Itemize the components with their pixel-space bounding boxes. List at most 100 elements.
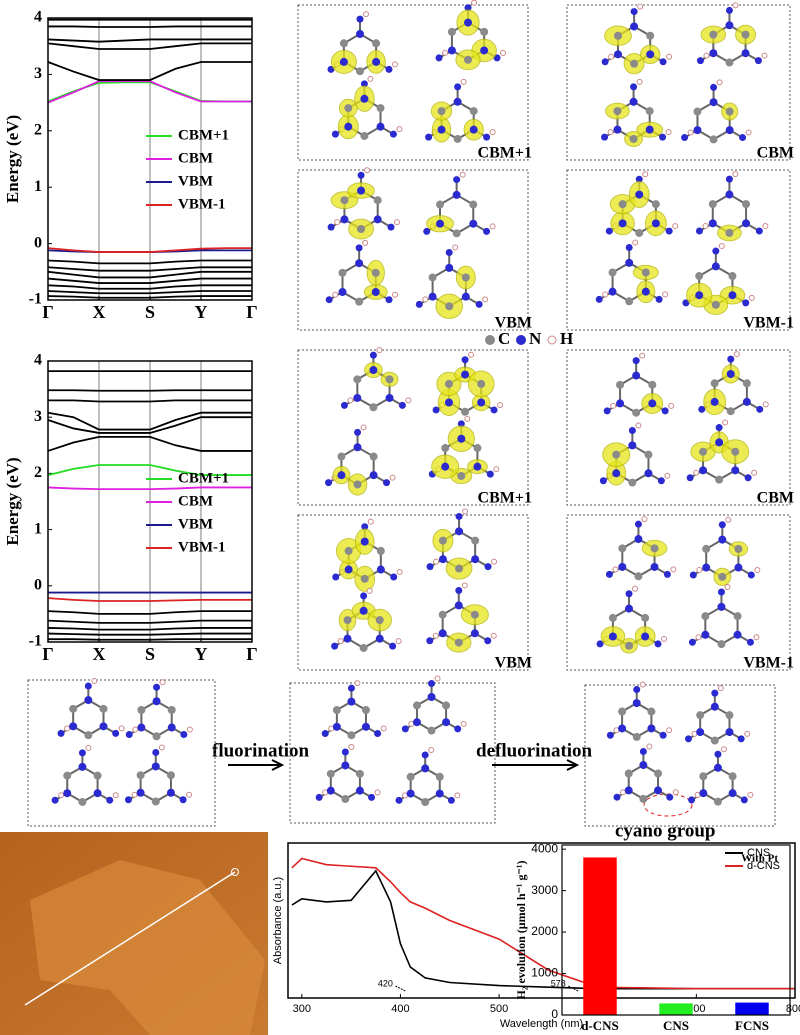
series-line bbox=[47, 270, 252, 279]
atom bbox=[167, 706, 176, 715]
atom bbox=[366, 587, 373, 594]
atom bbox=[644, 450, 653, 459]
atom bbox=[754, 566, 761, 573]
atom bbox=[628, 441, 637, 450]
atom bbox=[132, 726, 139, 733]
atom-label: N bbox=[529, 329, 542, 348]
atom bbox=[385, 65, 393, 73]
x-tick-label: X bbox=[93, 302, 106, 322]
x-tick-label: 500 bbox=[490, 1003, 508, 1015]
atom bbox=[728, 772, 737, 781]
atom bbox=[331, 642, 339, 650]
series-line bbox=[47, 80, 252, 104]
atom bbox=[353, 443, 362, 452]
atom bbox=[464, 18, 473, 27]
atom bbox=[179, 796, 187, 804]
atom bbox=[186, 726, 193, 733]
atom bbox=[636, 78, 643, 85]
atom bbox=[340, 215, 349, 224]
atom bbox=[376, 565, 385, 574]
atom bbox=[725, 21, 734, 30]
atom bbox=[152, 732, 161, 741]
atom bbox=[367, 75, 374, 82]
atom bbox=[432, 406, 440, 414]
atom bbox=[755, 227, 763, 235]
atom bbox=[412, 701, 421, 710]
atom bbox=[717, 602, 726, 611]
atom bbox=[473, 444, 482, 453]
series-line bbox=[47, 464, 252, 476]
atom bbox=[709, 49, 718, 58]
atom bbox=[635, 422, 642, 429]
y-axis-label: H₂ evolution (μmol h⁻¹ g⁻¹) bbox=[514, 861, 528, 1000]
orbital-label: VBM bbox=[495, 655, 532, 672]
atom bbox=[347, 397, 354, 404]
atom bbox=[491, 558, 498, 565]
atom bbox=[78, 797, 87, 806]
atom bbox=[452, 229, 461, 238]
atom bbox=[715, 438, 724, 447]
atom bbox=[726, 369, 735, 378]
atom bbox=[500, 49, 507, 56]
atom bbox=[453, 176, 461, 184]
atom bbox=[710, 702, 719, 711]
atom bbox=[606, 731, 614, 739]
atom bbox=[438, 555, 447, 564]
atom bbox=[136, 788, 145, 797]
atom bbox=[634, 520, 642, 528]
atom bbox=[353, 393, 362, 402]
atom bbox=[612, 566, 619, 573]
structure-box bbox=[27, 679, 216, 827]
y-axis-label: Energy (eV) bbox=[3, 115, 22, 203]
atom bbox=[58, 792, 65, 799]
x-tick-label: Γ bbox=[42, 302, 53, 322]
atom bbox=[701, 630, 710, 639]
atom bbox=[686, 474, 694, 482]
atom bbox=[740, 796, 748, 804]
atom bbox=[166, 788, 175, 797]
atom bbox=[332, 291, 339, 298]
atom bbox=[327, 223, 335, 231]
atom bbox=[613, 125, 622, 134]
orbital-label: CBM bbox=[757, 145, 794, 162]
atom bbox=[612, 450, 621, 459]
atom bbox=[731, 447, 740, 456]
atom bbox=[607, 129, 614, 136]
atom bbox=[713, 763, 722, 772]
atom bbox=[484, 637, 492, 645]
atom bbox=[452, 244, 459, 251]
atom bbox=[718, 521, 726, 529]
atom bbox=[646, 50, 655, 59]
atom bbox=[737, 735, 745, 743]
series-line bbox=[47, 61, 252, 81]
atom bbox=[648, 399, 657, 408]
series-line bbox=[47, 435, 252, 452]
atom bbox=[428, 680, 436, 688]
atom bbox=[93, 789, 102, 798]
atom bbox=[455, 564, 464, 573]
atom bbox=[695, 291, 704, 300]
structure-box bbox=[566, 4, 791, 161]
atom bbox=[695, 272, 704, 281]
x-tick-label: 300 bbox=[293, 1003, 311, 1015]
atom-label: H bbox=[560, 329, 573, 348]
atom bbox=[341, 748, 349, 756]
atom bbox=[744, 474, 752, 482]
atom bbox=[375, 634, 384, 643]
atom bbox=[724, 584, 731, 591]
atom bbox=[442, 49, 449, 56]
atom bbox=[355, 786, 364, 795]
atom bbox=[433, 558, 440, 565]
atom-key bbox=[547, 335, 557, 345]
legend-label: d-CNS bbox=[747, 860, 780, 872]
atom bbox=[666, 727, 673, 734]
atom bbox=[647, 707, 656, 716]
atom bbox=[91, 678, 98, 685]
atom bbox=[473, 462, 482, 471]
atom bbox=[369, 403, 378, 412]
atom bbox=[125, 731, 133, 739]
atom bbox=[746, 638, 754, 646]
atom bbox=[455, 512, 463, 520]
atom bbox=[603, 407, 611, 415]
atom bbox=[703, 52, 710, 59]
